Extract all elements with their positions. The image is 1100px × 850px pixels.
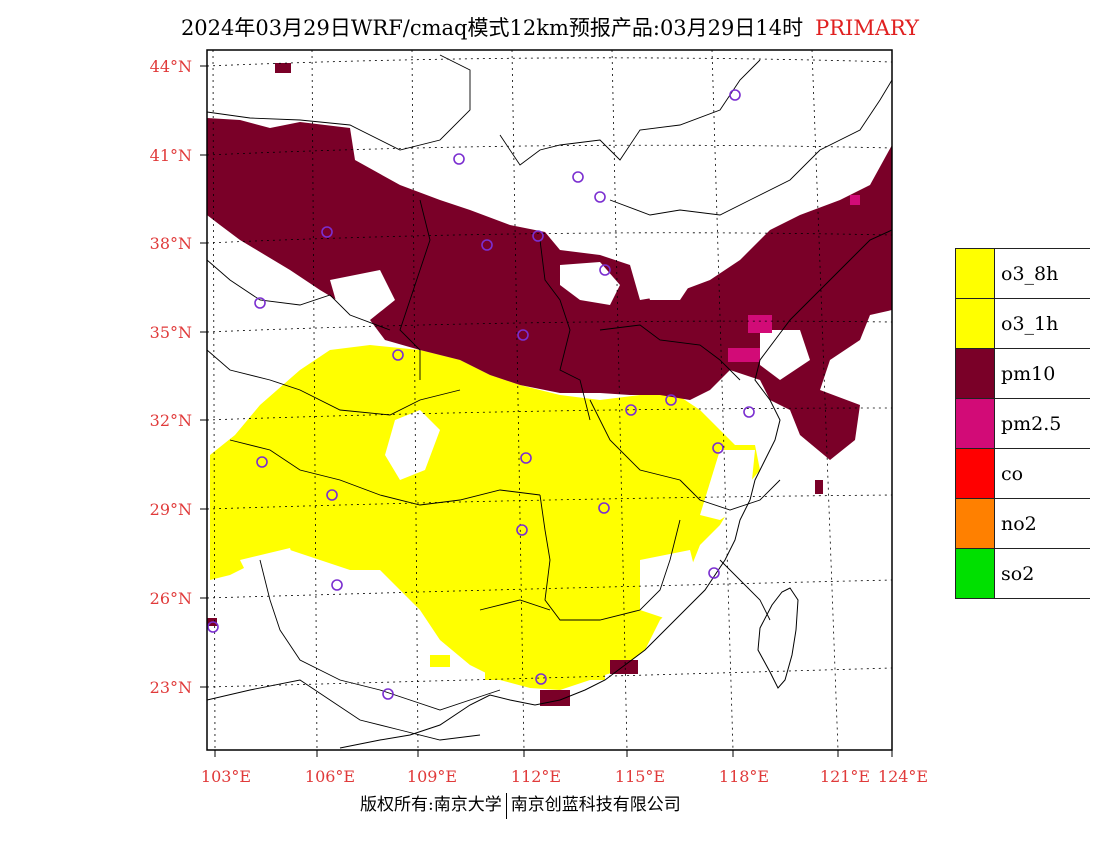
lat-label: 38°N (150, 234, 192, 253)
station-markers (207, 89, 755, 700)
pm10-patch (275, 63, 291, 73)
o3-gap (385, 410, 440, 480)
station-marker (382, 688, 394, 700)
legend-swatch (955, 249, 995, 298)
legend-label: no2 (1001, 512, 1037, 535)
station-marker (207, 621, 219, 633)
pm25-patch (728, 348, 760, 362)
legend-item: so2 (955, 549, 1090, 599)
pm10-gap (560, 262, 620, 305)
station-marker (712, 442, 724, 454)
station-marker (532, 230, 544, 242)
pollutant-legend: o3_8h o3_1h pm10 pm2.5 co no2 so2 (955, 248, 1090, 599)
o3-gap (640, 550, 700, 620)
pm10-patch (610, 660, 638, 674)
station-marker (392, 349, 404, 361)
primary-tag: PRIMARY (815, 16, 920, 40)
legend-swatch (955, 499, 995, 548)
lat-label: 29°N (150, 500, 192, 519)
station-marker (331, 579, 343, 591)
pm10-region (207, 118, 892, 460)
lat-label: 23°N (150, 678, 192, 697)
legend-swatch (955, 399, 995, 448)
footer-divider (505, 792, 507, 819)
coastline (339, 229, 893, 749)
legend-item: o3_8h (955, 248, 1090, 299)
lon-label: 112°E (511, 767, 561, 786)
legend-item: no2 (955, 499, 1090, 549)
legend-item: o3_1h (955, 299, 1090, 349)
title-text: 2024年03月29日WRF/cmaq模式12km预报产品:03月29日14时 (180, 16, 804, 40)
lat-label: 32°N (150, 411, 192, 430)
lon-label: 103°E (201, 767, 251, 786)
pm25-patch (850, 195, 860, 205)
station-marker (254, 297, 266, 309)
lon-ticks (214, 750, 893, 757)
station-marker (743, 406, 755, 418)
taiwan-outline (757, 587, 799, 689)
pm25-patch (748, 315, 772, 333)
legend-label: co (1001, 462, 1024, 485)
legend-swatch (955, 449, 995, 498)
pm10-gap (640, 270, 700, 300)
pm10-patch (815, 480, 823, 494)
legend-label: o3_1h (1001, 312, 1059, 335)
station-marker (599, 264, 611, 276)
lon-label: 109°E (407, 767, 457, 786)
station-marker (729, 89, 741, 101)
legend-item: pm10 (955, 349, 1090, 399)
legend-item: co (955, 449, 1090, 499)
lat-label: 35°N (150, 323, 192, 342)
lon-label: 115°E (615, 767, 665, 786)
province-borders (207, 54, 892, 741)
company-text: 南京创蓝科技有限公司 (510, 795, 681, 815)
legend-label: so2 (1001, 562, 1035, 585)
legend-label: o3_8h (1001, 262, 1059, 285)
o3-gap (700, 450, 755, 520)
o3-patch (430, 655, 450, 667)
pm10-gap (330, 270, 395, 320)
station-marker (598, 502, 610, 514)
station-marker (535, 673, 547, 685)
copyright-text: 版权所有:南京大学 (360, 795, 502, 815)
legend-item: pm2.5 (955, 399, 1090, 449)
lon-label: 106°E (305, 767, 355, 786)
footer: 版权所有:南京大学 南京创蓝科技有限公司 (360, 790, 681, 819)
legend-swatch (955, 349, 995, 398)
station-marker (708, 567, 720, 579)
station-marker (453, 153, 465, 165)
o3-gap (240, 548, 300, 600)
station-marker (665, 394, 677, 406)
station-marker (321, 226, 333, 238)
legend-label: pm10 (1001, 362, 1056, 385)
station-marker (594, 191, 606, 203)
lat-label: 26°N (150, 589, 192, 608)
page-title: 2024年03月29日WRF/cmaq模式12km预报产品:03月29日14时 P… (0, 12, 1100, 42)
lat-label: 41°N (150, 146, 192, 165)
lon-label: 121°E (820, 767, 870, 786)
lon-label: 118°E (719, 767, 769, 786)
legend-swatch (955, 299, 995, 348)
station-marker (481, 239, 493, 251)
graticule (207, 50, 892, 750)
lat-label: 44°N (150, 57, 192, 76)
lon-labels: 103°E 106°E 109°E 112°E 115°E 118°E 121°… (201, 767, 928, 786)
station-marker (520, 452, 532, 464)
station-marker (516, 524, 528, 536)
station-marker (256, 456, 268, 468)
station-marker (572, 171, 584, 183)
lat-ticks (200, 65, 207, 688)
station-marker (625, 404, 637, 416)
lat-labels: 44°N 41°N 38°N 35°N 32°N 29°N 26°N 23°N (150, 57, 192, 697)
legend-swatch (955, 549, 995, 598)
station-marker (326, 489, 338, 501)
station-marker (517, 329, 529, 341)
lon-label: 124°E (878, 767, 928, 786)
o3-region (210, 345, 760, 690)
map-frame (206, 49, 893, 751)
legend-label: pm2.5 (1001, 412, 1062, 435)
